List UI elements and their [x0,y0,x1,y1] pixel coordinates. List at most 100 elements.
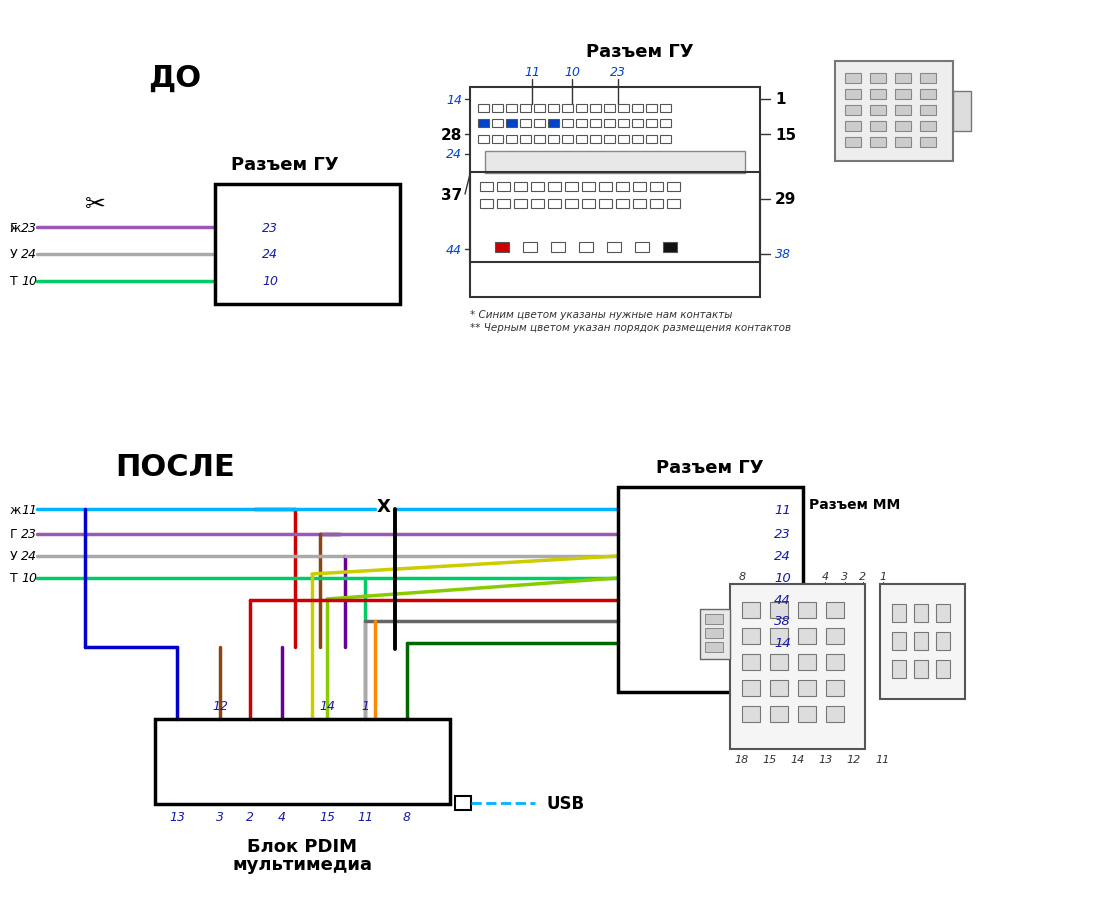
Bar [562,120,573,128]
Bar [660,105,671,113]
Text: 23: 23 [21,528,37,541]
Bar [562,135,573,144]
Bar [615,200,629,209]
Bar [604,105,615,113]
Text: 14: 14 [446,93,462,107]
Bar [826,628,844,644]
Bar [618,488,803,693]
Bar [730,584,865,749]
Bar [920,106,937,116]
Text: 10: 10 [262,275,278,288]
Text: 14: 14 [319,700,335,712]
Bar [770,680,788,696]
Bar [531,200,544,209]
Text: ж: ж [10,503,21,516]
Bar [523,243,537,253]
Text: Т: Т [10,572,18,585]
Bar [845,106,861,116]
Text: 18: 18 [735,754,749,764]
Text: 10: 10 [21,572,37,585]
Bar [892,632,906,650]
Text: Г: Г [10,221,18,234]
Text: 23: 23 [610,65,625,79]
Text: 24: 24 [446,148,462,162]
Bar [604,120,615,128]
Text: 1: 1 [361,700,369,712]
Bar [485,152,745,173]
Bar [635,243,649,253]
Bar [646,135,656,144]
Bar [618,105,629,113]
Bar [870,74,886,84]
Bar [920,122,937,132]
Bar [894,122,911,132]
Bar [914,632,928,650]
Bar [618,135,629,144]
Bar [548,200,561,209]
Text: 8: 8 [738,572,745,582]
Bar [599,200,612,209]
Bar [870,138,886,148]
Text: мультимедиа: мультимедиа [232,855,372,873]
Text: 44: 44 [774,594,792,607]
Bar [534,120,545,128]
Bar [576,120,587,128]
Bar [215,185,400,304]
Bar [914,604,928,622]
Bar [534,135,545,144]
Bar [742,706,761,722]
Bar [492,120,503,128]
Bar [470,88,761,298]
Bar [770,706,788,722]
Bar [798,706,816,722]
Text: 4: 4 [278,811,286,824]
Bar [660,120,671,128]
Text: Разъем ГУ: Разъем ГУ [656,459,764,477]
Bar [835,62,953,162]
Bar [845,74,861,84]
Bar [937,604,950,622]
Bar [579,243,593,253]
Bar [632,120,643,128]
Bar [826,706,844,722]
Bar [650,200,663,209]
Bar [894,90,911,100]
Bar [576,135,587,144]
Text: 24: 24 [21,248,37,261]
Text: ✂: ✂ [84,192,105,217]
Bar [478,135,489,144]
Bar [470,172,761,263]
Text: 1: 1 [775,92,786,107]
Bar [615,182,629,191]
Bar [497,200,510,209]
Bar [663,243,677,253]
Text: 11: 11 [356,811,373,824]
Text: 23: 23 [21,221,37,234]
Text: X: X [377,498,391,516]
Bar [742,602,761,619]
Bar [668,200,680,209]
Bar [892,660,906,678]
Text: ПОСЛЕ: ПОСЛЕ [115,453,235,482]
Bar [650,182,663,191]
Bar [870,90,886,100]
Text: 10: 10 [21,275,37,288]
Bar [478,105,489,113]
Bar [548,105,559,113]
Bar [920,138,937,148]
Text: 13: 13 [819,754,834,764]
Bar [455,796,470,810]
Bar [798,602,816,619]
Text: ж: ж [10,221,21,234]
Bar [826,602,844,619]
Bar [742,628,761,644]
Bar [520,135,531,144]
Bar [590,120,601,128]
Text: 38: 38 [775,248,792,261]
Bar [770,655,788,670]
Bar [894,106,911,116]
Text: У: У [10,248,18,261]
Text: 24: 24 [21,550,37,563]
Bar [492,135,503,144]
Text: Разъем ГУ: Разъем ГУ [231,156,339,173]
